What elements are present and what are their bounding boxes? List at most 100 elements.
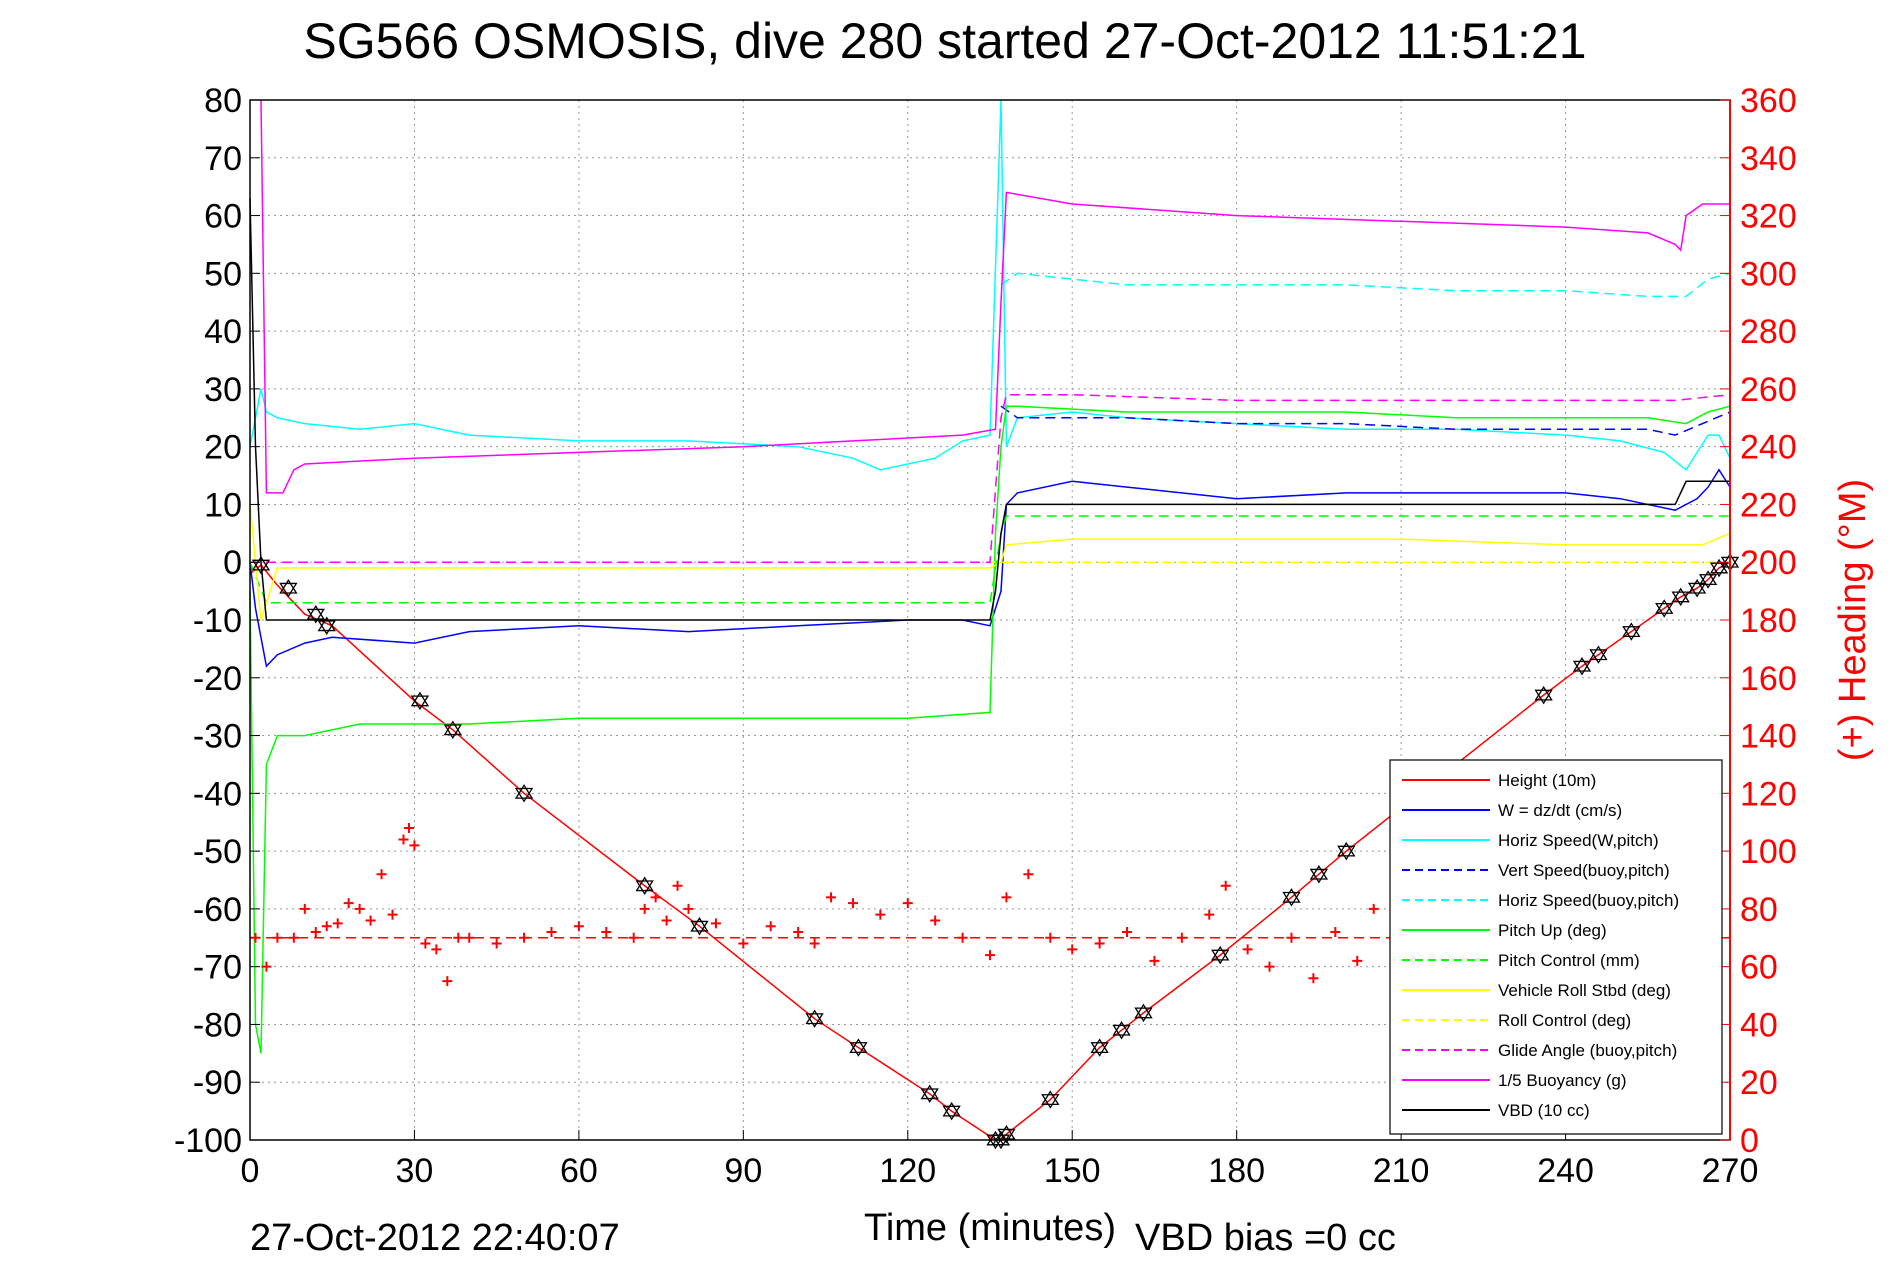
height-marker-point <box>317 616 336 632</box>
y-axis-label-right: (+) Heading (°M) <box>1832 479 1874 761</box>
y-right-tick-label: 0 <box>1740 1122 1759 1160</box>
y-right-tick-label: 160 <box>1740 660 1797 698</box>
height-marker-point <box>1671 587 1690 603</box>
heading-point <box>1368 903 1379 914</box>
height-marker-point <box>997 1124 1016 1140</box>
height-marker-point <box>690 916 709 932</box>
y-right-tick-label: 180 <box>1740 602 1797 640</box>
y-tick-label: 50 <box>204 255 242 293</box>
height-marker-point <box>1589 645 1608 661</box>
heading-point <box>1001 892 1012 903</box>
height-marker-point <box>514 787 534 803</box>
height-marker-point <box>997 1128 1016 1144</box>
series-line-vbd-10-cc <box>249 198 1730 621</box>
y-tick-label: 30 <box>204 371 242 409</box>
heading-point <box>343 898 354 909</box>
y-right-tick-label: 120 <box>1740 775 1797 813</box>
heading-point <box>1264 961 1275 972</box>
y-tick-label: -70 <box>193 949 242 987</box>
y-tick-label: -90 <box>193 1064 242 1102</box>
height-marker-point <box>279 578 298 594</box>
heading-point <box>1352 955 1363 966</box>
height-marker-point <box>1112 1024 1131 1040</box>
heading-point <box>672 880 683 891</box>
series-line-w-dz-dt-cm-s <box>249 468 1731 668</box>
height-marker-point <box>1090 1042 1109 1057</box>
y-tick-label: 20 <box>204 429 242 467</box>
height-marker-point <box>1687 578 1707 594</box>
legend-label: Vehicle Roll Stbd (deg) <box>1498 981 1671 1000</box>
height-marker-point <box>1090 1038 1109 1054</box>
y-right-tick-label: 140 <box>1740 718 1797 756</box>
heading-point <box>403 823 414 833</box>
y-tick-label: 10 <box>204 486 242 524</box>
y-right-tick-label: 320 <box>1740 198 1797 236</box>
legend-label: Roll Control (deg) <box>1498 1011 1631 1030</box>
height-marker-point <box>410 695 430 711</box>
height-marker-point <box>1622 626 1641 641</box>
height-marker-point <box>849 1042 868 1057</box>
y-tick-label: -50 <box>193 833 242 871</box>
heading-point <box>1023 869 1034 880</box>
height-marker-point <box>1211 945 1230 961</box>
heading-point <box>661 915 672 926</box>
series-line-glide-angle-buoy-pitch <box>250 393 1731 563</box>
y-tick-label: 40 <box>204 313 242 351</box>
heading-point <box>299 903 310 914</box>
y-tick-label: -40 <box>193 775 242 813</box>
heading-point <box>809 938 820 949</box>
height-marker-point <box>1282 888 1301 903</box>
heading-point <box>902 898 913 909</box>
legend-label: Pitch Up (deg) <box>1498 921 1607 940</box>
height-marker-point <box>1211 949 1230 965</box>
x-axis-label: Time (minutes) <box>864 1207 1116 1249</box>
axis-ticks: 0 30 60 90 120 150 180 210 240 270 80 70 60 50 40 30 20 1… <box>174 82 1797 1190</box>
x-tick-label: 270 <box>1702 1152 1759 1190</box>
height-marker-point <box>1337 845 1356 861</box>
heading-point <box>321 921 332 932</box>
y-right-tick-label: 40 <box>1740 1006 1778 1044</box>
y-tick-label: -100 <box>174 1122 242 1160</box>
heading-point <box>442 976 453 987</box>
series-line-height-10m <box>249 561 1731 1141</box>
heading-point <box>1330 927 1341 937</box>
y-right-tick-label: 80 <box>1740 891 1778 929</box>
height-marker-point <box>1534 685 1553 701</box>
y-right-tick-label: 60 <box>1740 949 1778 987</box>
heading-point <box>826 892 837 903</box>
height-marker-point <box>1589 649 1608 664</box>
heading-point <box>1242 944 1253 955</box>
heading-point <box>431 944 442 955</box>
y-right-tick-label: 360 <box>1740 82 1797 120</box>
height-marker-point <box>317 620 336 636</box>
series-line-horiz-speed-buoy-pitch <box>1000 272 1731 298</box>
x-tick-label: 150 <box>1044 1152 1101 1190</box>
heading-point <box>847 898 858 909</box>
x-tick-label: 60 <box>560 1152 598 1190</box>
heading-point <box>1094 938 1105 949</box>
height-marker-point <box>1041 1094 1060 1109</box>
height-marker-point <box>1671 591 1690 607</box>
heading-point <box>376 869 387 880</box>
y-right-tick-label: 280 <box>1740 313 1797 351</box>
height-marker-point <box>443 724 462 740</box>
height-marker-point <box>805 1009 824 1025</box>
footer-timestamp: 27-Oct-2012 22:40:07 <box>250 1217 620 1259</box>
height-marker-point <box>805 1013 824 1028</box>
series-line-1-5-buoyancy-g <box>260 99 1730 494</box>
heading-point <box>409 840 420 851</box>
y-tick-label: -10 <box>193 602 242 640</box>
height-marker-point <box>1337 841 1356 857</box>
heading-markers <box>250 823 1379 987</box>
heading-point <box>985 950 995 961</box>
heading-point <box>930 915 941 926</box>
heading-point <box>261 961 272 972</box>
height-marker-point <box>849 1038 868 1054</box>
heading-point <box>332 918 343 929</box>
series-line-vehicle-roll-stbd-deg <box>249 504 1731 621</box>
y-right-tick-label: 340 <box>1740 140 1797 178</box>
height-marker-point <box>1309 864 1329 880</box>
heading-point <box>1067 944 1078 955</box>
height-marker-point <box>1309 868 1329 884</box>
